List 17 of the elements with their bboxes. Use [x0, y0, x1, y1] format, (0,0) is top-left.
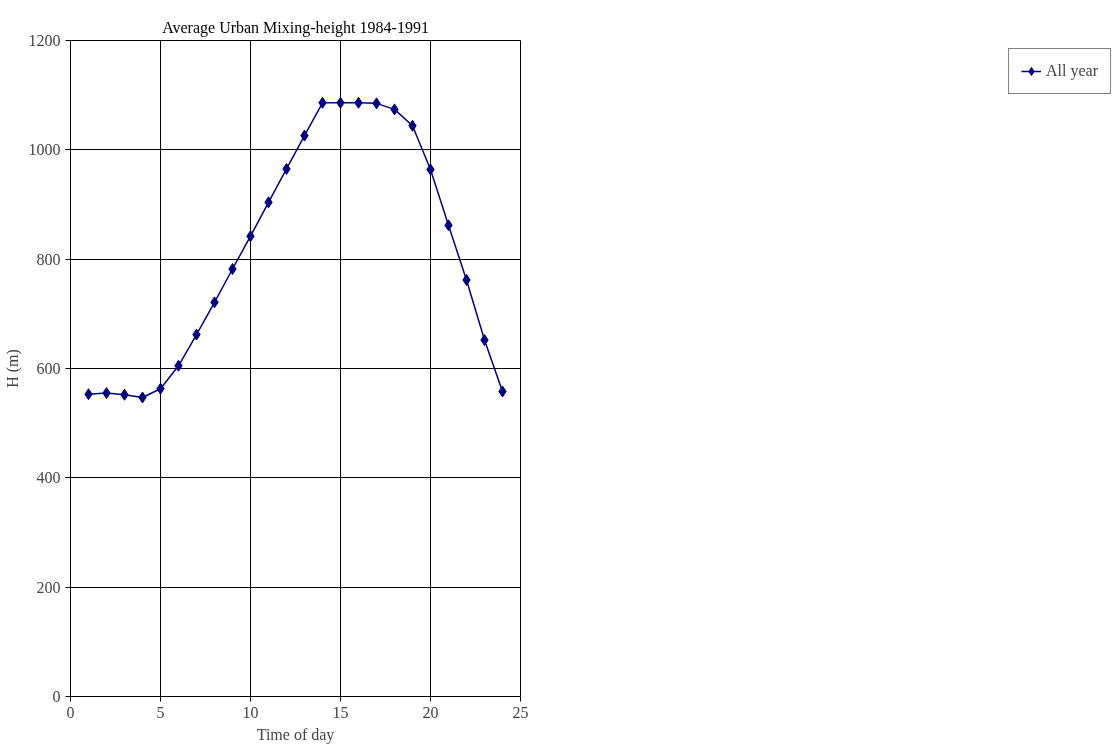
y-tick-label: 600: [36, 360, 61, 377]
x-tick-label: 5: [156, 703, 165, 721]
x-tick-label: 20: [422, 703, 439, 721]
x-tick-label: 15: [332, 703, 349, 721]
chart-title: Average Urban Mixing-height 1984-1991: [162, 18, 429, 37]
x-tick-label: 10: [242, 703, 259, 721]
y-tick-label: 800: [36, 250, 61, 268]
y-axis-title: H (m): [3, 349, 22, 388]
x-tick-label: 25: [512, 703, 529, 721]
y-tick-label: 200: [36, 578, 61, 596]
x-tick-label: 0: [66, 703, 75, 721]
y-tick-label: 1200: [28, 32, 61, 49]
y-tick-label: 1000: [28, 141, 61, 159]
x-axis-title: Time of day: [256, 725, 335, 744]
legend-label: All year: [1046, 62, 1098, 80]
y-tick-label: 400: [36, 469, 61, 487]
y-tick-label: 0: [52, 688, 61, 705]
